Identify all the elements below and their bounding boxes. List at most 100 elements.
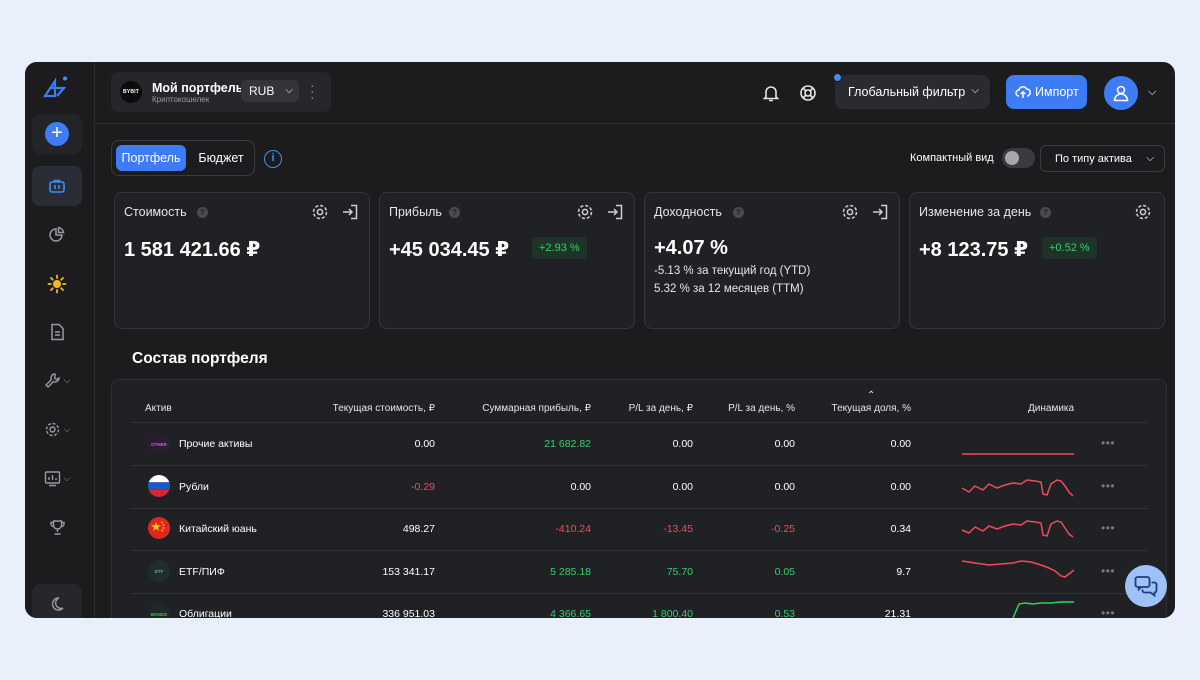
cell-value: 0.00 [414,438,435,450]
global-filter-button[interactable]: Глобальный фильтр ⌵ [835,75,990,109]
user-icon [1113,85,1129,102]
asset-name[interactable]: Прочие активы [179,438,253,450]
sidebar-item-tools[interactable]: ⌵ [32,360,82,400]
cell-value: -0.29 [411,481,435,493]
cell-pl-day: 0.00 [672,481,693,493]
sparkline-chart [1012,601,1074,618]
etf-icon: ETF [148,560,170,582]
sidebar-item-portfolio[interactable] [32,166,82,206]
bybit-logo: BYBIT [120,81,142,103]
cell-pl-day-pct: 0.53 [774,608,795,618]
cell-pl-day: 0.00 [672,438,693,450]
gear-icon[interactable] [1134,203,1152,221]
more-vertical-icon[interactable]: · · · [310,77,315,105]
support-chat-button[interactable] [1125,565,1167,607]
row-more-icon[interactable]: ••• [1101,436,1116,450]
sparkline-chart [962,453,1074,455]
card-main-value: +8 123.75 ₽ [919,239,1029,261]
import-button[interactable]: Импорт [1006,75,1087,109]
sort-asc-icon[interactable]: ⌃ [867,390,876,401]
asset-name[interactable]: Рубли [179,481,209,493]
chevron-down-icon: ⌵ [63,374,71,385]
table-divider [130,465,1148,466]
russia-flag-icon [148,475,170,497]
cell-profit: 4 366.65 [550,608,591,618]
add-button[interactable]: + [32,114,82,154]
sidebar-item-charts[interactable]: ⌵ [32,458,82,498]
sun-icon [47,274,67,294]
cell-pl-day-pct: 0.05 [774,566,795,578]
cell-share: 9.7 [896,566,911,578]
chevron-down-icon[interactable]: ⌵ [1148,86,1157,98]
portfolio-selector[interactable]: BYBIT Мой портфель Криптокошелек RUB ⌵ ·… [111,72,331,112]
bell-icon[interactable] [759,81,783,105]
document-icon [51,323,64,341]
app-logo[interactable] [42,76,68,100]
sidebar-item-reports[interactable] [32,312,82,352]
currency-select[interactable]: RUB ⌵ [241,80,299,102]
gear-icon[interactable] [311,203,329,221]
chevron-down-icon: ⌵ [1146,153,1154,164]
group-by-select[interactable]: По типу актива ⌵ [1040,145,1165,172]
compact-view-toggle[interactable] [1002,148,1035,168]
cell-share: 21.31 [884,608,911,618]
column-header-total-profit[interactable]: Суммарная прибыль, ₽ [482,403,591,414]
trophy-icon [49,519,65,535]
ttm-line: 5.32 % за 12 месяцев (TTM) [654,283,804,295]
asset-name[interactable]: Облигации [179,608,232,618]
cell-pl-day: -13.45 [663,523,693,535]
question-icon[interactable]: ? [197,207,208,218]
gear-icon [45,422,59,436]
chevron-down-icon: ⌵ [971,85,979,96]
cell-share: 0.34 [890,523,911,535]
column-header-share[interactable]: Текущая доля, % [831,403,911,414]
question-icon[interactable]: ? [1040,207,1051,218]
card-yield: Доходность ? +4.07 % -5.13 % за текущий … [644,192,900,329]
row-more-icon[interactable]: ••• [1101,521,1116,535]
asset-name[interactable]: Китайский юань [179,523,257,535]
section-title: Состав портфеля [132,350,268,367]
column-header-pl-day[interactable]: P/L за день, ₽ [628,403,693,414]
tab-budget[interactable]: Бюджет [198,151,244,165]
app-window: + ⌵ ⌵ ⌵ [25,62,1175,618]
card-title: Доходность [654,205,722,219]
top-bar: BYBIT Мой портфель Криптокошелек RUB ⌵ ·… [95,62,1175,124]
sidebar-item-settings[interactable]: ⌵ [32,409,82,449]
question-icon[interactable]: ? [733,207,744,218]
sidebar-item-analytics[interactable] [32,215,82,255]
info-icon[interactable]: i [264,150,282,168]
theme-toggle-button[interactable] [32,584,82,618]
other-assets-icon: OTHER [148,433,170,455]
exit-icon[interactable] [606,203,624,221]
exit-icon[interactable] [871,203,889,221]
card-main-value: 1 581 421.66 ₽ [124,239,261,261]
column-header-current-value[interactable]: Текущая стоимость, ₽ [332,403,435,414]
cell-pl-day: 75.70 [666,566,693,578]
wrench-icon [44,372,60,388]
column-header-asset[interactable]: Актив [145,403,172,414]
question-icon[interactable]: ? [449,207,460,218]
row-more-icon[interactable]: ••• [1101,479,1116,493]
column-header-pl-day-pct[interactable]: P/L за день, % [728,403,795,414]
tab-portfolio[interactable]: Портфель [116,145,186,171]
gear-icon[interactable] [576,203,594,221]
row-more-icon[interactable]: ••• [1101,606,1116,618]
cell-profit: 5 285.18 [550,566,591,578]
avatar[interactable] [1104,76,1138,110]
card-title: Стоимость [124,205,187,219]
card-profit: Прибыль ? +45 034.45 ₽ +2.93 % [379,192,635,329]
help-lifebuoy-icon[interactable] [796,81,820,105]
sidebar-item-achievements[interactable] [32,507,82,547]
sidebar-item-sun[interactable] [32,264,82,304]
sparkline-chart [961,520,1074,538]
cell-pl-day: 1 800.40 [652,608,693,618]
asset-name[interactable]: ETF/ПИФ [179,566,225,578]
column-header-dynamics: Динамика [1028,403,1075,414]
cell-pl-day-pct: -0.25 [771,523,795,535]
cell-value: 336 951.03 [382,608,435,618]
filter-indicator-dot [833,73,842,82]
exit-icon[interactable] [341,203,359,221]
gear-icon[interactable] [841,203,859,221]
row-more-icon[interactable]: ••• [1101,564,1116,578]
moon-icon [51,597,64,611]
